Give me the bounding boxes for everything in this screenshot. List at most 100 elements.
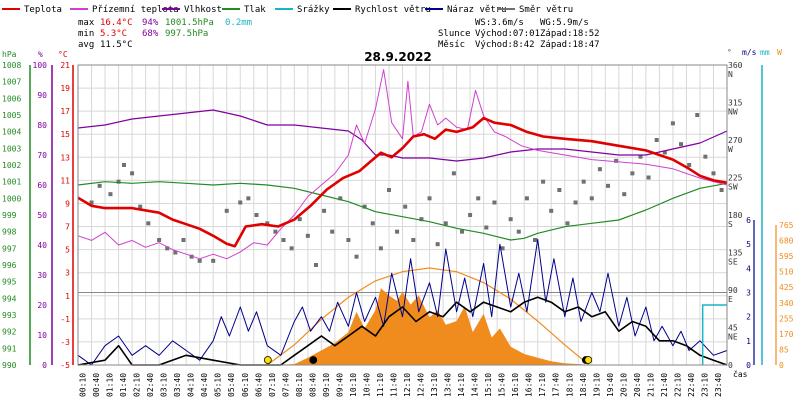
- dir-axis-unit: °: [727, 48, 732, 57]
- temp-tick-label: 19: [60, 84, 70, 93]
- wind-direction-point: [173, 250, 178, 255]
- press-tick-label: 994: [2, 294, 17, 303]
- wind-direction-point: [541, 179, 546, 184]
- wind-direction-point: [459, 229, 464, 234]
- temp-tick-label: 11: [60, 176, 70, 185]
- time-tick-label: 23:40: [714, 373, 723, 397]
- time-tick-label: 06:10: [241, 373, 250, 397]
- wind-direction-point: [116, 179, 121, 184]
- wind-direction-point: [476, 196, 481, 201]
- wind-direction-point: [557, 188, 562, 192]
- legend-label-ground: Přízemní teplota: [92, 5, 179, 15]
- stats-max-hum: 94%: [142, 18, 159, 28]
- wind-direction-point: [435, 242, 440, 247]
- legend-label-dir: Směr větru: [519, 5, 573, 15]
- wind-direction-point: [224, 208, 229, 213]
- solar-tick-label: 425: [779, 283, 794, 292]
- stats-moonset: Západ:18:47: [540, 40, 600, 50]
- wind-direction-point: [622, 192, 627, 197]
- wind-direction-point: [386, 188, 391, 192]
- time-tick-label: 02:10: [133, 373, 142, 397]
- wind-direction-point: [157, 238, 162, 242]
- wind-direction-point: [492, 200, 497, 205]
- time-tick-label: 11:40: [389, 373, 398, 397]
- chart-title: 28.9.2022: [364, 50, 432, 64]
- time-tick-label: 16:10: [511, 373, 520, 397]
- time-tick-label: 18:10: [565, 373, 574, 397]
- wind-direction-point: [662, 150, 667, 155]
- wind-tick-label: 5: [746, 240, 751, 249]
- wind-direction-point: [338, 196, 343, 201]
- wind-direction-point: [354, 254, 359, 259]
- time-tick-label: 01:10: [106, 373, 115, 397]
- hum-tick-label: 0: [42, 361, 47, 370]
- press-tick-label: 1005: [2, 111, 21, 120]
- wind-direction-point: [670, 121, 675, 126]
- temp-tick-label: 7: [65, 223, 70, 232]
- wind-tick-label: 0: [746, 361, 751, 370]
- wind-direction-point: [313, 263, 318, 267]
- press-tick-label: 996: [2, 261, 17, 270]
- press-tick-label: 1000: [2, 194, 21, 203]
- sunset-marker: [584, 356, 593, 364]
- time-tick-label: 14:10: [457, 373, 466, 397]
- hum-tick-label: 60: [37, 181, 47, 190]
- wind-direction-point: [679, 142, 684, 147]
- time-tick-label: 04:10: [187, 373, 196, 397]
- temp-tick-label: -5: [60, 361, 70, 370]
- legend-label-hum: Vlhkost: [184, 5, 222, 15]
- time-tick-label: 13:40: [444, 373, 453, 397]
- hum-tick-label: 20: [37, 301, 47, 310]
- wind-direction-point: [330, 229, 335, 234]
- time-tick-label: 22:10: [673, 373, 682, 397]
- solar-tick-label: 595: [779, 252, 794, 261]
- wind-direction-point: [130, 171, 135, 176]
- series-gust: [77, 238, 728, 366]
- solar-tick-label: 170: [779, 330, 794, 339]
- legend: Teplota Přízemní teplota Vlhkost Tlak Srážky…: [2, 5, 573, 15]
- temp-tick-label: 13: [60, 153, 70, 162]
- sunrise-marker: [263, 356, 272, 364]
- press-tick-label: 1002: [2, 161, 21, 170]
- press-tick-label: 1004: [2, 128, 21, 137]
- time-tick-label: 07:40: [281, 373, 290, 397]
- time-tick-label: 18:40: [579, 373, 588, 397]
- dir-tick-label: 360: [728, 61, 743, 70]
- solar-area: [267, 288, 592, 365]
- legend-label-temp: Teplota: [24, 5, 62, 15]
- hum-axis-unit: %: [38, 50, 43, 59]
- wind-direction-point: [687, 163, 692, 167]
- wind-direction-point: [614, 158, 619, 163]
- dir-tick-label: 270: [728, 136, 743, 145]
- stats-sunset: Západ:18:52: [540, 29, 600, 39]
- wind-direction-point: [403, 204, 408, 209]
- legend-label-press: Tlak: [244, 5, 266, 15]
- wind-direction-point: [281, 238, 286, 242]
- time-tick-label: 11:10: [376, 373, 385, 397]
- press-tick-label: 998: [2, 228, 17, 237]
- legend-label-wind: Rychlost větru: [355, 5, 431, 15]
- solar-tick-label: 0: [779, 361, 784, 370]
- press-axis-unit: hPa: [2, 50, 17, 59]
- series-ground: [77, 69, 728, 260]
- time-tick-label: 19:40: [606, 373, 615, 397]
- wind-direction-point: [362, 204, 367, 209]
- hum-tick-label: 30: [37, 271, 47, 280]
- time-tick-label: 12:10: [403, 373, 412, 397]
- wind-direction-point: [254, 213, 259, 217]
- wind-tick-label: 2: [746, 313, 751, 322]
- time-tick-label: 17:10: [538, 373, 547, 397]
- dir-compass-label: SE: [728, 258, 738, 267]
- stats-avg-label: avg: [78, 40, 94, 50]
- press-tick-label: 1006: [2, 94, 21, 103]
- wind-direction-point: [468, 213, 473, 217]
- moonrise-marker: [309, 356, 318, 364]
- axes: hPa% °C9909919929939949959969979989991000…: [2, 48, 794, 397]
- stats-max-temp: 16.4°C: [100, 18, 133, 28]
- stats-min-press: 997.5hPa: [165, 29, 208, 39]
- time-tick-label: 03:40: [173, 373, 182, 397]
- series-press: [77, 181, 728, 241]
- time-tick-label: 22:40: [687, 373, 696, 397]
- wind-direction-point: [289, 246, 294, 251]
